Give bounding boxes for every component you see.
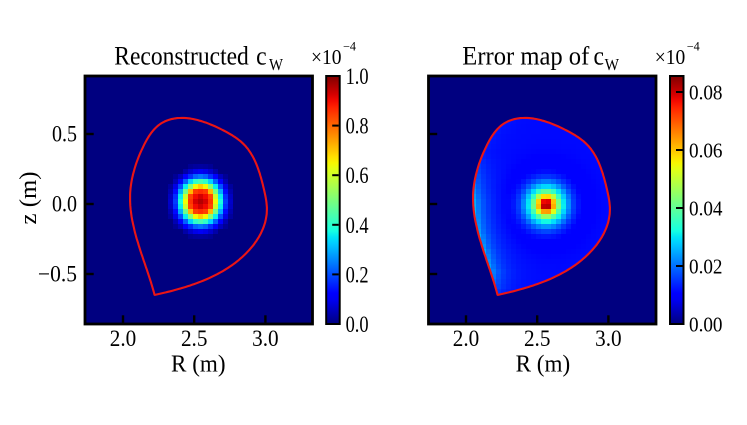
svg-text:1.0: 1.0 [346, 64, 369, 89]
svg-text:R (m): R (m) [171, 352, 226, 378]
svg-text:Error map of: Error map of [462, 42, 589, 71]
svg-text:W: W [269, 55, 284, 74]
svg-text:0.02: 0.02 [689, 255, 723, 279]
svg-text:z (m): z (m) [16, 172, 42, 225]
svg-text:0.5: 0.5 [52, 122, 77, 147]
svg-text:−0.5: −0.5 [38, 262, 77, 287]
svg-text:R (m): R (m) [516, 352, 571, 378]
svg-text:0.6: 0.6 [346, 163, 369, 188]
svg-text:0.2: 0.2 [346, 262, 369, 287]
svg-text:0.0: 0.0 [346, 312, 369, 337]
svg-text:0.0: 0.0 [52, 192, 77, 217]
svg-text:2.0: 2.0 [110, 326, 137, 351]
svg-text:2.0: 2.0 [453, 326, 480, 351]
svg-text:0.08: 0.08 [689, 81, 723, 105]
svg-text:Reconstructed: Reconstructed [114, 42, 249, 71]
svg-text:3.0: 3.0 [595, 326, 622, 351]
svg-text:0.04: 0.04 [689, 197, 723, 221]
svg-text:0.06: 0.06 [689, 139, 723, 163]
svg-text:×10: ×10 [655, 45, 686, 69]
svg-text:−4: −4 [687, 39, 701, 53]
svg-text:2.5: 2.5 [181, 326, 208, 351]
svg-text:W: W [605, 55, 620, 74]
svg-text:0.00: 0.00 [689, 313, 723, 337]
svg-text:×10: ×10 [311, 45, 342, 69]
svg-text:−4: −4 [343, 39, 357, 53]
svg-text:3.0: 3.0 [252, 326, 279, 351]
svg-text:c: c [256, 42, 267, 71]
svg-text:0.4: 0.4 [346, 213, 369, 238]
svg-text:c: c [594, 42, 605, 71]
svg-text:2.5: 2.5 [524, 326, 551, 351]
svg-text:0.8: 0.8 [346, 114, 369, 139]
